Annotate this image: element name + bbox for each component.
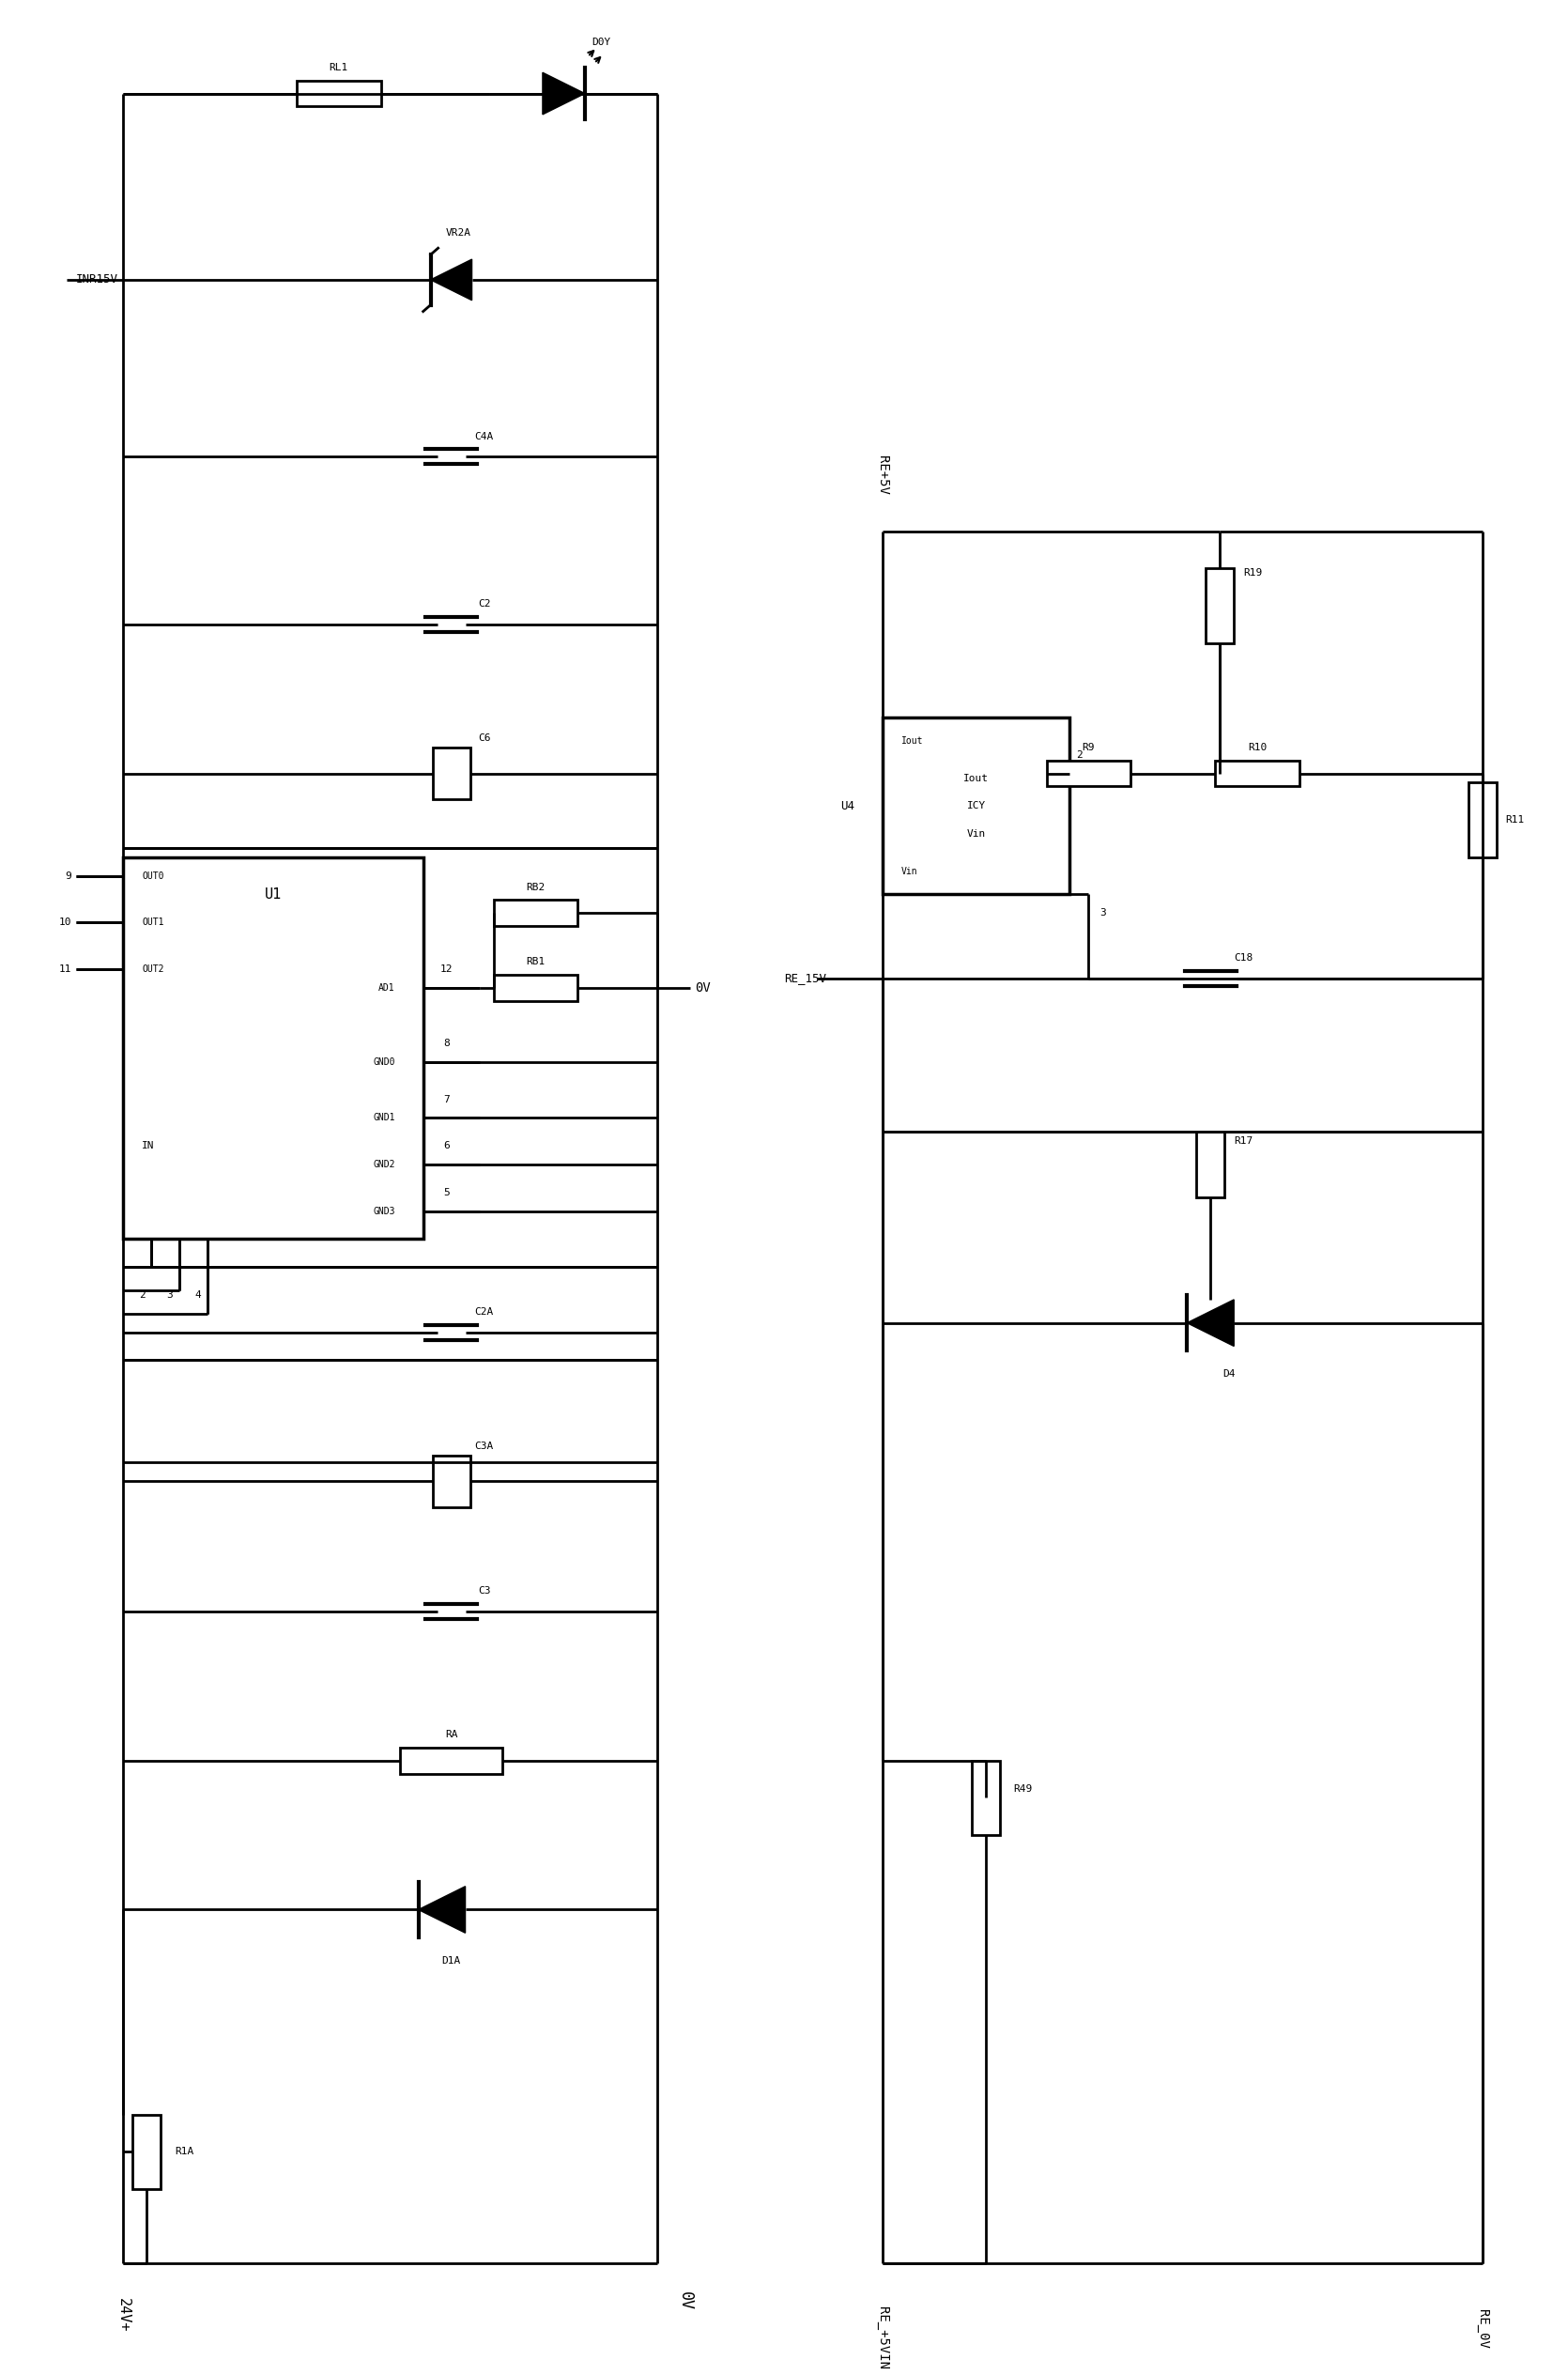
Text: Iout: Iout — [963, 774, 989, 784]
Text: 0V: 0V — [677, 2292, 695, 2311]
Bar — [494, 900, 577, 926]
Text: GND1: GND1 — [373, 1114, 395, 1123]
Text: C2A: C2A — [475, 1306, 494, 1316]
Text: OUT0: OUT0 — [143, 872, 165, 881]
Bar — [433, 1456, 470, 1506]
Bar — [133, 2114, 160, 2190]
Text: 24V+: 24V+ — [116, 2297, 130, 2332]
Text: RE_15V: RE_15V — [784, 971, 826, 983]
Text: R1A: R1A — [174, 2147, 194, 2156]
Text: RE_+5VIN: RE_+5VIN — [877, 2306, 889, 2370]
Text: D0Y: D0Y — [591, 38, 612, 48]
Text: GND2: GND2 — [373, 1159, 395, 1168]
Text: 4: 4 — [194, 1290, 201, 1299]
Text: D4: D4 — [1223, 1370, 1236, 1380]
Bar — [883, 717, 1069, 895]
Bar — [296, 81, 381, 107]
Text: 12: 12 — [441, 964, 453, 974]
Text: 5: 5 — [444, 1188, 450, 1197]
Bar — [400, 1748, 503, 1774]
Text: 6: 6 — [444, 1142, 450, 1150]
Text: U1: U1 — [265, 888, 282, 902]
Text: IN: IN — [143, 1142, 155, 1150]
Polygon shape — [1187, 1299, 1234, 1347]
Bar — [1468, 784, 1496, 857]
Bar — [1206, 568, 1234, 644]
Text: INR15V: INR15V — [77, 273, 119, 285]
Text: 10: 10 — [60, 917, 72, 926]
Text: GND3: GND3 — [373, 1206, 395, 1216]
Text: RE+5V: RE+5V — [877, 456, 889, 494]
Bar — [494, 974, 577, 1000]
Text: C18: C18 — [1234, 952, 1253, 962]
Text: AD1: AD1 — [378, 983, 395, 993]
Text: C3A: C3A — [475, 1442, 494, 1451]
Text: 8: 8 — [444, 1038, 450, 1047]
Bar — [972, 1760, 999, 1836]
Text: R10: R10 — [1248, 743, 1267, 753]
Text: RB2: RB2 — [527, 884, 546, 891]
Text: R11: R11 — [1505, 815, 1524, 824]
Text: R9: R9 — [1082, 743, 1094, 753]
Text: 7: 7 — [444, 1095, 450, 1104]
Text: OUT2: OUT2 — [143, 964, 165, 974]
Text: C4A: C4A — [475, 432, 494, 442]
Bar — [433, 748, 470, 798]
Bar — [1215, 760, 1300, 786]
Text: 2: 2 — [1076, 750, 1082, 760]
Text: 0V: 0V — [695, 981, 710, 995]
Polygon shape — [543, 74, 585, 114]
Text: RA: RA — [445, 1729, 458, 1738]
Text: ICY: ICY — [966, 800, 986, 810]
Polygon shape — [419, 1886, 466, 1933]
Text: RE_0V: RE_0V — [1475, 2308, 1490, 2349]
Text: RL1: RL1 — [329, 62, 348, 71]
Text: 11: 11 — [60, 964, 72, 974]
Text: C6: C6 — [478, 734, 491, 743]
Text: R17: R17 — [1234, 1138, 1253, 1147]
Text: R19: R19 — [1243, 568, 1262, 577]
Text: Vin: Vin — [902, 867, 917, 876]
Text: 3: 3 — [166, 1290, 172, 1299]
Polygon shape — [431, 259, 472, 299]
Text: VR2A: VR2A — [445, 228, 472, 238]
Text: GND0: GND0 — [373, 1057, 395, 1066]
Text: 2: 2 — [138, 1290, 146, 1299]
Text: Iout: Iout — [902, 736, 924, 746]
Text: U4: U4 — [840, 800, 855, 812]
Text: 9: 9 — [66, 872, 72, 881]
Text: 3: 3 — [1099, 907, 1105, 917]
Text: Vin: Vin — [966, 829, 986, 838]
Text: C3: C3 — [478, 1587, 491, 1596]
Text: OUT1: OUT1 — [143, 917, 165, 926]
Text: D1A: D1A — [442, 1957, 461, 1966]
Text: R49: R49 — [1013, 1784, 1033, 1793]
Text: RB1: RB1 — [527, 957, 546, 967]
Bar — [124, 857, 423, 1240]
Text: C2: C2 — [478, 598, 491, 608]
Bar — [1196, 1133, 1225, 1197]
Bar — [1046, 760, 1131, 786]
